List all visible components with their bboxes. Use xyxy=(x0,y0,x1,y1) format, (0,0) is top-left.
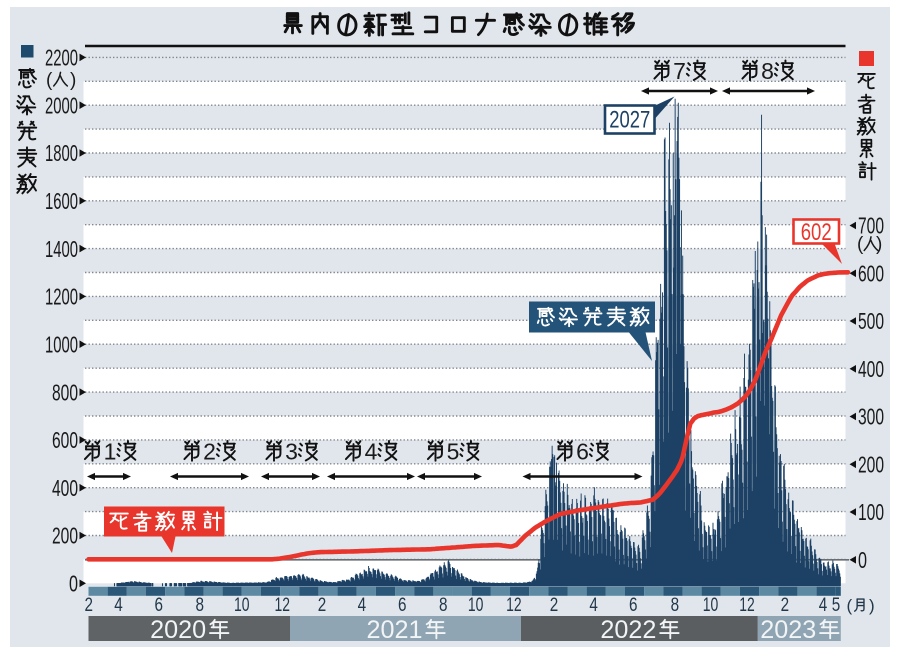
svg-text:(: ( xyxy=(46,70,53,91)
svg-text:0: 0 xyxy=(69,571,78,597)
svg-text:2027: 2027 xyxy=(609,107,650,134)
svg-text:2: 2 xyxy=(203,439,216,465)
svg-text:100: 100 xyxy=(858,499,884,525)
svg-text:10: 10 xyxy=(234,595,250,616)
svg-text:8: 8 xyxy=(671,595,680,616)
svg-text:2023: 2023 xyxy=(760,616,816,644)
svg-text:10: 10 xyxy=(468,595,484,616)
svg-text:1600: 1600 xyxy=(45,188,78,214)
svg-text:): ) xyxy=(70,70,76,91)
svg-text:8: 8 xyxy=(761,58,774,84)
svg-text:500: 500 xyxy=(858,308,884,334)
svg-text:5: 5 xyxy=(447,439,460,465)
svg-text:800: 800 xyxy=(52,379,78,405)
svg-text:300: 300 xyxy=(858,404,884,430)
svg-text:6: 6 xyxy=(629,595,638,616)
svg-text:2020: 2020 xyxy=(150,616,206,644)
svg-text:12: 12 xyxy=(739,595,755,616)
svg-text:): ) xyxy=(876,234,882,255)
svg-text:200: 200 xyxy=(858,452,884,478)
svg-text:12: 12 xyxy=(275,595,291,616)
svg-text:4: 4 xyxy=(589,595,598,616)
svg-text:4: 4 xyxy=(819,595,828,616)
svg-text:5: 5 xyxy=(832,595,841,616)
svg-text:600: 600 xyxy=(858,261,884,287)
svg-text:2000: 2000 xyxy=(45,92,78,118)
svg-text:1200: 1200 xyxy=(45,284,78,310)
svg-text:8: 8 xyxy=(439,595,448,616)
svg-text:10: 10 xyxy=(703,595,719,616)
svg-text:3: 3 xyxy=(285,439,298,465)
svg-text:700: 700 xyxy=(858,213,884,239)
svg-text:6: 6 xyxy=(154,595,163,616)
svg-text:): ) xyxy=(869,596,875,615)
svg-text:8: 8 xyxy=(195,595,204,616)
svg-text:12: 12 xyxy=(506,595,522,616)
svg-text:2: 2 xyxy=(550,595,559,616)
svg-text:4: 4 xyxy=(114,595,123,616)
svg-text:2: 2 xyxy=(84,595,93,616)
svg-text:2022: 2022 xyxy=(600,616,656,644)
svg-text:1: 1 xyxy=(104,439,117,465)
svg-text:1400: 1400 xyxy=(45,236,78,262)
svg-text:1800: 1800 xyxy=(45,140,78,166)
svg-text:7: 7 xyxy=(673,58,686,84)
svg-text:400: 400 xyxy=(52,475,78,501)
svg-text:0: 0 xyxy=(858,547,867,573)
svg-text:200: 200 xyxy=(52,523,78,549)
svg-text:2: 2 xyxy=(318,595,327,616)
svg-text:4: 4 xyxy=(365,439,378,465)
svg-text:1000: 1000 xyxy=(45,331,78,357)
svg-text:6: 6 xyxy=(576,439,589,465)
svg-text:2021: 2021 xyxy=(367,616,423,644)
svg-text:400: 400 xyxy=(858,356,884,382)
svg-text:2200: 2200 xyxy=(45,45,78,71)
svg-text:2: 2 xyxy=(781,595,790,616)
svg-text:4: 4 xyxy=(358,595,367,616)
svg-text:(: ( xyxy=(857,234,864,255)
svg-text:(: ( xyxy=(847,596,853,615)
svg-text:602: 602 xyxy=(801,219,832,246)
svg-text:600: 600 xyxy=(52,427,78,453)
svg-text:6: 6 xyxy=(398,595,407,616)
